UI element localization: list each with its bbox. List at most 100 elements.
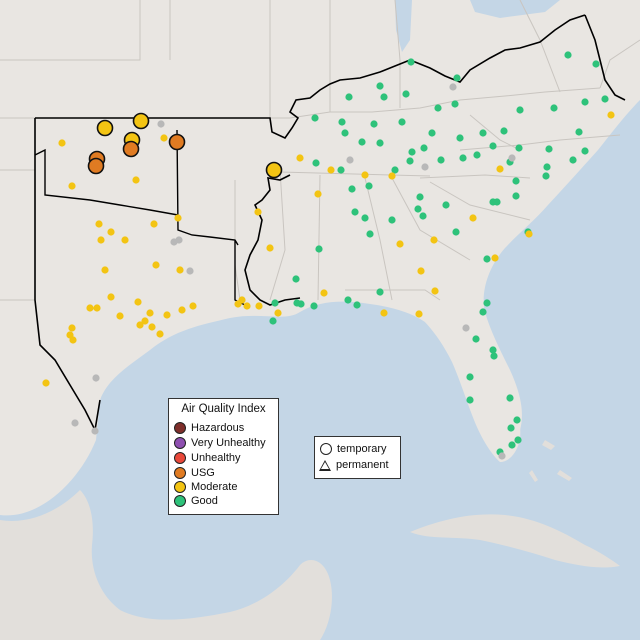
- good-station: [271, 299, 279, 307]
- temporary-monitor: [96, 119, 114, 137]
- good-station: [380, 93, 388, 101]
- good-station: [292, 275, 300, 283]
- moderate-station: [134, 298, 142, 306]
- moderate-station: [174, 214, 182, 222]
- moderate-station: [496, 165, 504, 173]
- good-station: [345, 93, 353, 101]
- good-station: [315, 245, 323, 253]
- good-station: [353, 301, 361, 309]
- good-station: [388, 216, 396, 224]
- good-station: [428, 129, 436, 137]
- moderate-station: [42, 379, 50, 387]
- good-station: [407, 58, 415, 66]
- moderate-station: [121, 236, 129, 244]
- good-station: [489, 346, 497, 354]
- good-station: [507, 424, 515, 432]
- moderate-station: [320, 289, 328, 297]
- usg-swatch: [174, 467, 186, 479]
- bahamas: [529, 440, 572, 482]
- moderate-station: [266, 244, 274, 252]
- lake-erie: [470, 0, 560, 18]
- legend-item-very-unhealthy: Very Unhealthy: [174, 436, 266, 450]
- good-station: [493, 198, 501, 206]
- moderate-station: [361, 171, 369, 179]
- moderate-station: [107, 293, 115, 301]
- good-station: [348, 185, 356, 193]
- good-station: [545, 145, 553, 153]
- moderate-station: [107, 228, 115, 236]
- moderate-station: [141, 317, 149, 325]
- good-station: [516, 106, 524, 114]
- moderate-station: [150, 220, 158, 228]
- temporary-monitor: [168, 133, 186, 151]
- region-outline: [34, 14, 626, 433]
- good-station: [500, 127, 508, 135]
- moderate-station: [163, 311, 171, 319]
- moderate-station: [607, 111, 615, 119]
- temporary-monitor: [87, 157, 105, 175]
- good-station: [414, 205, 422, 213]
- unhealthy-swatch: [174, 452, 186, 464]
- moderate-station: [68, 324, 76, 332]
- good-station: [564, 51, 572, 59]
- good-station: [310, 302, 318, 310]
- good-station: [437, 156, 445, 164]
- lake-michigan: [395, 0, 412, 52]
- moderate-station: [152, 261, 160, 269]
- inactive-station: [346, 156, 354, 164]
- good-station: [312, 159, 320, 167]
- moderate-station: [525, 230, 533, 238]
- good-station: [473, 151, 481, 159]
- moderate-station: [101, 266, 109, 274]
- moderate-station: [255, 302, 263, 310]
- good-station: [376, 139, 384, 147]
- moderate-station: [296, 154, 304, 162]
- good-station: [601, 95, 609, 103]
- monitor-type-legend: temporary permanent: [314, 436, 401, 479]
- legend-item-good: Good: [174, 494, 218, 508]
- good-station: [506, 394, 514, 402]
- good-station: [341, 129, 349, 137]
- good-station: [344, 296, 352, 304]
- moderate-station: [431, 287, 439, 295]
- good-station: [569, 156, 577, 164]
- moderate-station: [68, 182, 76, 190]
- moderate-station: [97, 236, 105, 244]
- inactive-station: [91, 427, 99, 435]
- temporary-monitor: [132, 112, 150, 130]
- temporary-monitor: [265, 161, 283, 179]
- good-station: [472, 335, 480, 343]
- good-station: [515, 144, 523, 152]
- permanent-label: permanent: [336, 459, 389, 471]
- good-station: [416, 193, 424, 201]
- good-station: [512, 177, 520, 185]
- good-station: [311, 114, 319, 122]
- good-station: [420, 144, 428, 152]
- legend-item-unhealthy: Unhealthy: [174, 451, 241, 465]
- moderate-station: [254, 208, 262, 216]
- moderate-station: [69, 336, 77, 344]
- good-station: [337, 166, 345, 174]
- legend-label: Unhealthy: [191, 452, 241, 464]
- legend-item-permanent: permanent: [319, 458, 389, 472]
- legend-label: Very Unhealthy: [191, 437, 266, 449]
- moderate-station: [380, 309, 388, 317]
- ok-tx-border: [34, 148, 179, 216]
- good-station: [514, 436, 522, 444]
- moderate-station: [388, 172, 396, 180]
- inactive-station: [92, 374, 100, 382]
- good-station: [451, 100, 459, 108]
- good-station: [358, 138, 366, 146]
- moderate-station: [116, 312, 124, 320]
- legend-item-moderate: Moderate: [174, 480, 237, 494]
- station-markers: [42, 51, 615, 460]
- good-station: [592, 60, 600, 68]
- moderate-station: [148, 323, 156, 331]
- moderate-station: [146, 309, 154, 317]
- inactive-station: [71, 419, 79, 427]
- temporary-monitor: [122, 140, 140, 158]
- moderate-station: [430, 236, 438, 244]
- inactive-station: [508, 154, 516, 162]
- good-station: [466, 396, 474, 404]
